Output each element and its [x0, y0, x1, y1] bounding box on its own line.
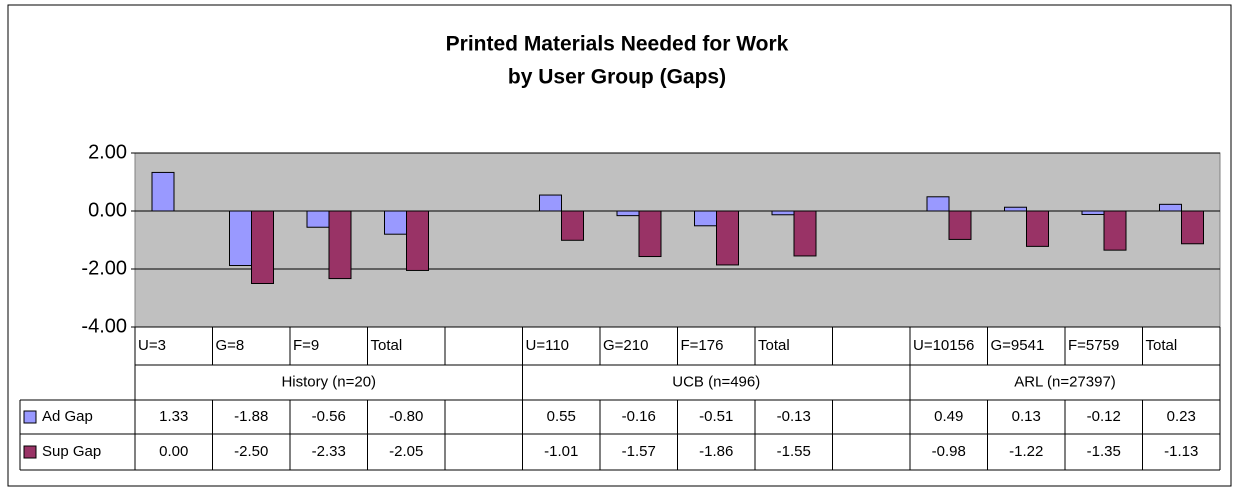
bar	[561, 210, 584, 241]
y-tick-label: 2.00	[88, 141, 127, 163]
bar	[716, 210, 739, 266]
data-label: -1.55	[777, 443, 811, 460]
x-tick-label: F=5759	[1068, 337, 1119, 354]
data-label: -2.33	[312, 443, 346, 460]
bar	[151, 171, 175, 212]
bar	[616, 210, 640, 217]
x-tick-label: Total	[758, 337, 790, 354]
y-tick-label: 0.00	[88, 199, 127, 221]
data-label: -0.56	[312, 408, 346, 425]
bar	[926, 196, 950, 212]
data-label: -0.98	[932, 443, 966, 460]
data-label: -1.13	[1164, 443, 1198, 460]
x-tick-label: U=10156	[913, 337, 974, 354]
data-label: -0.80	[389, 408, 423, 425]
bar	[638, 210, 662, 258]
data-label: 0.00	[159, 443, 188, 460]
bar	[948, 210, 972, 240]
data-label: 0.49	[934, 408, 963, 425]
data-label: -1.86	[699, 443, 733, 460]
x-tick-label: F=9	[293, 337, 319, 354]
legend-key	[23, 410, 37, 424]
x-tick-label: F=176	[681, 337, 724, 354]
x-tick-label: G=9541	[991, 337, 1045, 354]
x-tick-label: G=210	[603, 337, 648, 354]
data-label: -0.16	[622, 408, 656, 425]
y-tick-label: -4.00	[81, 315, 127, 337]
bar	[793, 210, 817, 257]
group-label: History (n=20)	[281, 373, 376, 390]
bar	[251, 210, 274, 284]
data-label: -1.57	[622, 443, 656, 460]
bar	[1026, 210, 1049, 247]
bar	[406, 210, 429, 271]
bar	[1081, 210, 1105, 215]
data-label: 0.55	[547, 408, 576, 425]
bar	[328, 210, 352, 280]
data-label: -1.22	[1009, 443, 1043, 460]
bar	[1159, 203, 1182, 212]
bar	[771, 210, 795, 216]
data-label: -0.51	[699, 408, 733, 425]
data-label: 0.13	[1012, 408, 1041, 425]
group-label: ARL (n=27397)	[1014, 373, 1116, 390]
chart-subtitle: by User Group (Gaps)	[508, 66, 726, 89]
data-label: 1.33	[159, 408, 188, 425]
x-tick-label: U=110	[526, 337, 570, 354]
legend-label: Sup Gap	[42, 443, 101, 460]
data-label: -2.50	[234, 443, 268, 460]
data-label: 0.23	[1167, 408, 1196, 425]
bar	[306, 210, 330, 228]
data-label: -0.13	[777, 408, 811, 425]
bar	[1181, 210, 1204, 245]
y-tick-label: -2.00	[81, 257, 127, 279]
bar	[229, 210, 252, 267]
x-tick-label: Total	[371, 337, 403, 354]
bar	[1004, 206, 1027, 212]
data-label: -1.88	[234, 408, 268, 425]
data-label: -1.01	[544, 443, 578, 460]
plot-area	[134, 152, 1221, 328]
bar	[384, 210, 407, 235]
bar	[539, 194, 562, 212]
x-tick-label: G=8	[216, 337, 245, 354]
x-tick-label: Total	[1146, 337, 1178, 354]
legend-label: Ad Gap	[42, 408, 93, 425]
data-label: -1.35	[1087, 443, 1121, 460]
legend-key	[23, 445, 37, 459]
group-label: UCB (n=496)	[672, 373, 760, 390]
data-label: -2.05	[389, 443, 423, 460]
bar	[1103, 210, 1127, 251]
x-tick-label: U=3	[138, 337, 166, 354]
chart-title: Printed Materials Needed for Work	[446, 33, 789, 56]
data-label: -0.12	[1087, 408, 1121, 425]
bar	[694, 210, 717, 227]
